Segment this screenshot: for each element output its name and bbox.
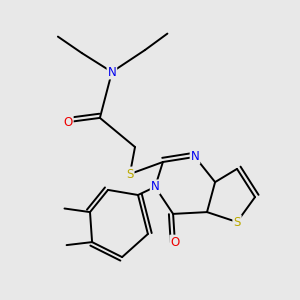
Text: N: N: [107, 65, 116, 79]
Text: S: S: [126, 167, 134, 181]
Text: O: O: [64, 116, 73, 129]
Text: S: S: [233, 215, 241, 229]
Text: N: N: [190, 150, 200, 164]
Text: N: N: [151, 180, 160, 194]
Text: O: O: [170, 236, 179, 249]
